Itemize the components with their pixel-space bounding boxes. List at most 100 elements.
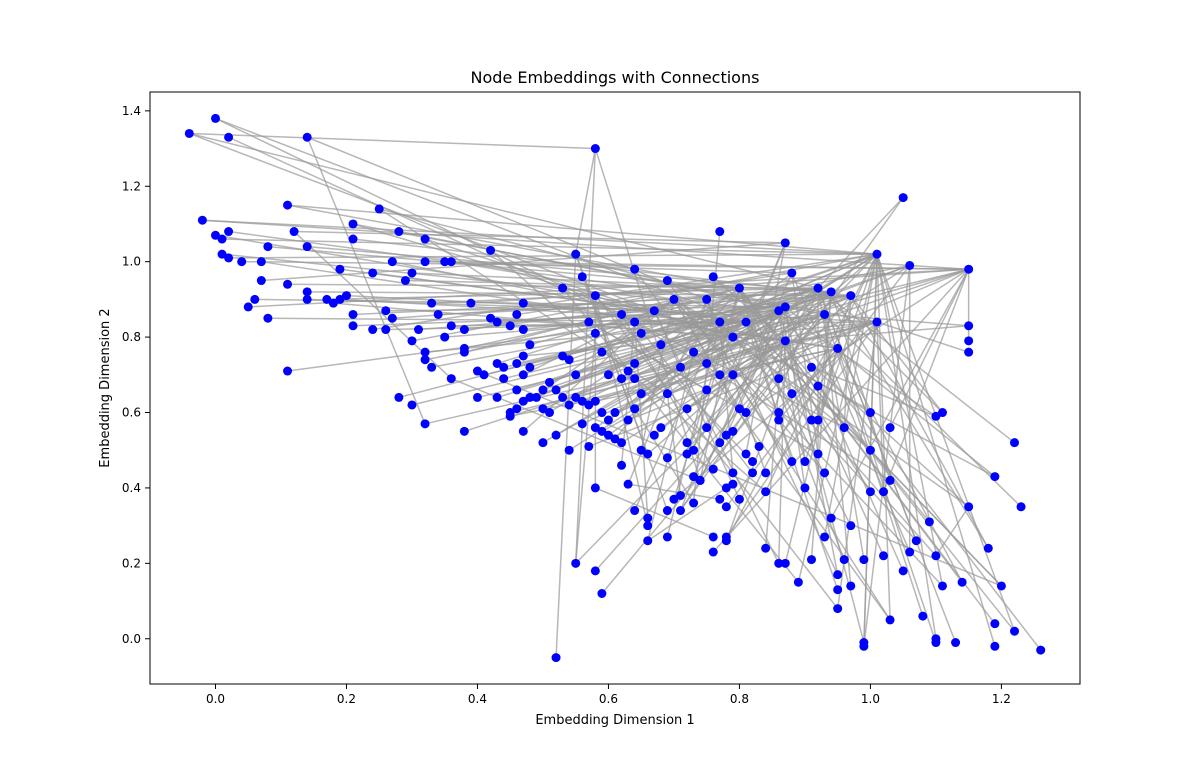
- node-point: [636, 445, 646, 455]
- node-point: [741, 317, 751, 327]
- edge-line: [836, 348, 937, 643]
- node-point: [990, 619, 1000, 629]
- edge-line: [215, 117, 747, 323]
- y-axis-label: Embedding Dimension 2: [98, 308, 113, 467]
- node-point: [708, 272, 718, 282]
- node-point: [603, 430, 613, 440]
- node-point: [787, 457, 797, 467]
- edge-line: [189, 132, 819, 289]
- edge-line: [228, 136, 635, 323]
- node-point: [833, 604, 843, 614]
- node-point: [1036, 645, 1046, 655]
- node-point: [446, 321, 456, 331]
- node-point: [590, 291, 600, 301]
- node-point: [1010, 438, 1020, 448]
- node-point: [597, 426, 607, 436]
- y-tick-label: 1.0: [122, 255, 141, 269]
- node-point: [525, 362, 535, 372]
- edge-line: [222, 238, 877, 255]
- node-point: [872, 249, 882, 259]
- node-point: [983, 543, 993, 553]
- node-point: [446, 257, 456, 267]
- node-point: [525, 392, 535, 402]
- node-point: [610, 434, 620, 444]
- node-point: [584, 317, 594, 327]
- node-point: [427, 362, 437, 372]
- edge-line: [516, 272, 792, 316]
- node-point: [531, 392, 541, 402]
- node-point: [224, 253, 234, 263]
- node-point: [617, 309, 627, 319]
- node-point: [210, 230, 220, 240]
- edge-line: [595, 487, 714, 538]
- node-point: [656, 340, 666, 350]
- node-point: [472, 392, 482, 402]
- node-point: [335, 294, 345, 304]
- node-point: [237, 257, 247, 267]
- node-point: [780, 558, 790, 568]
- node-point: [734, 494, 744, 504]
- node-point: [564, 445, 574, 455]
- edge-line: [588, 294, 852, 406]
- node-point: [387, 257, 397, 267]
- node-point: [459, 325, 469, 335]
- node-point: [643, 513, 653, 523]
- node-point: [472, 366, 482, 376]
- node-point: [806, 362, 816, 372]
- edge-line: [189, 132, 655, 312]
- node-point: [675, 362, 685, 372]
- edge-line: [425, 260, 792, 274]
- edge-line: [719, 340, 786, 376]
- edge-line: [876, 254, 891, 620]
- edge-line: [228, 253, 877, 259]
- node-point: [964, 336, 974, 346]
- edge-line: [594, 313, 826, 572]
- node-point: [885, 615, 895, 625]
- node-point: [820, 468, 830, 478]
- edge-line: [372, 253, 878, 331]
- node-point: [420, 257, 430, 267]
- edge-line: [261, 242, 786, 282]
- edge-line: [817, 287, 865, 560]
- node-point: [512, 404, 522, 414]
- edge-line: [764, 253, 878, 493]
- edge-line: [778, 347, 839, 414]
- node-point: [217, 249, 227, 259]
- edge-line: [555, 254, 577, 658]
- node-point: [833, 343, 843, 353]
- node-point: [558, 351, 568, 361]
- node-point: [368, 268, 378, 278]
- node-point: [512, 385, 522, 395]
- node-point: [924, 517, 934, 527]
- node-point: [603, 370, 613, 380]
- node-point: [564, 400, 574, 410]
- node-point: [662, 389, 672, 399]
- node-point: [289, 227, 299, 237]
- node-point: [590, 423, 600, 433]
- node-point: [518, 370, 528, 380]
- node-point: [669, 494, 679, 504]
- edge-line: [889, 268, 970, 428]
- node-point: [898, 193, 908, 203]
- node-point: [217, 234, 227, 244]
- node-point: [368, 325, 378, 335]
- node-point: [492, 317, 502, 327]
- node-point: [885, 475, 895, 485]
- node-point: [571, 249, 581, 259]
- edge-line: [627, 483, 720, 500]
- node-point: [702, 423, 712, 433]
- node-point: [996, 581, 1006, 591]
- node-point: [702, 358, 712, 368]
- node-point: [348, 234, 358, 244]
- edge-line: [542, 309, 779, 391]
- node-point: [427, 298, 437, 308]
- node-point: [865, 487, 875, 497]
- edge-line: [450, 377, 701, 482]
- node-point: [545, 408, 555, 418]
- node-point: [675, 490, 685, 500]
- points-layer: [184, 113, 1046, 663]
- edge-line: [621, 287, 740, 380]
- node-point: [715, 494, 725, 504]
- node-point: [813, 283, 823, 293]
